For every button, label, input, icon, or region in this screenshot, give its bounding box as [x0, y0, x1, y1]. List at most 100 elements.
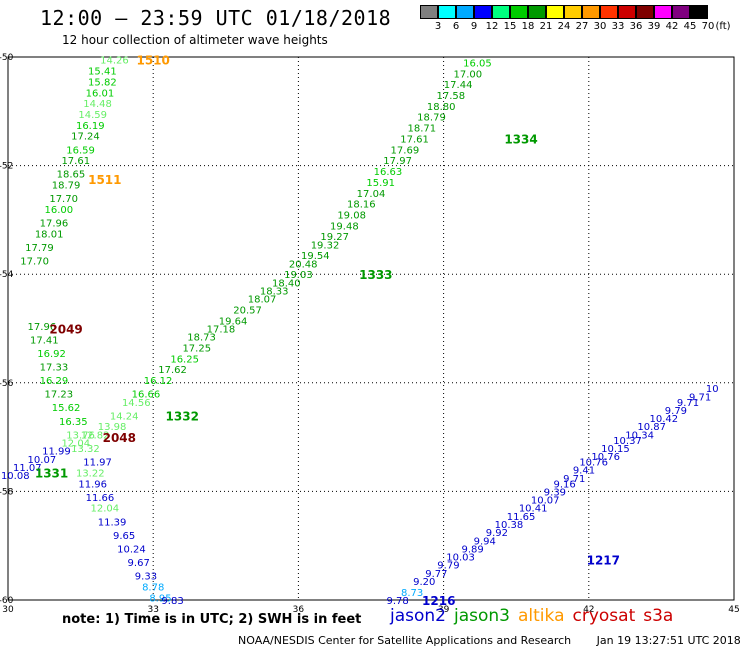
- wave-height-value: 11.96: [78, 479, 107, 490]
- mission-legend: jason2 jason3 altika cryosat s3a: [390, 606, 681, 626]
- wave-height-value: 15.82: [88, 77, 117, 88]
- wave-height-value: 17.96: [40, 219, 69, 230]
- wave-height-value: 19.48: [330, 221, 359, 232]
- wave-height-value: 11.97: [83, 458, 112, 469]
- legend-label: 6: [452, 21, 460, 32]
- wave-height-value: 17.62: [158, 365, 187, 376]
- wave-height-value: 17.33: [40, 363, 69, 374]
- wave-height-value: 11.99: [42, 447, 71, 458]
- wave-height-value: 16.25: [170, 354, 199, 365]
- legend-swatch: [438, 5, 456, 19]
- wave-height-value: 13.32: [71, 444, 100, 455]
- wave-height-value: 16.05: [463, 58, 492, 69]
- wave-height-value: 16.01: [86, 88, 115, 99]
- wave-height-value: 14.59: [78, 110, 107, 121]
- wave-height-value: 16.63: [374, 167, 403, 178]
- wave-height-value: 15.62: [52, 403, 81, 414]
- wave-height-value: 13.76: [66, 430, 95, 441]
- y-tick-label: -60: [0, 596, 14, 606]
- wave-height-value: 17.00: [453, 69, 482, 80]
- wave-height-value: 20.48: [289, 259, 318, 270]
- wave-height-value: 9.78: [386, 596, 408, 607]
- wave-height-value: 18.16: [347, 200, 376, 211]
- wave-height-value: 9.65: [113, 531, 135, 542]
- legend-swatch: [546, 5, 564, 19]
- legend-swatch: [510, 5, 528, 19]
- time-label: 1334: [504, 132, 537, 146]
- time-label: 2049: [49, 323, 82, 337]
- wave-height-value: 9.77: [425, 569, 447, 580]
- wave-height-value: 16.66: [132, 390, 161, 401]
- wave-height-value: 9.67: [128, 558, 150, 569]
- x-tick-label: 36: [293, 605, 305, 615]
- legend-label: 42: [665, 21, 679, 32]
- wave-height-value: 8.95: [149, 593, 171, 604]
- legend-swatch: [492, 5, 510, 19]
- wave-height-value: 16.59: [66, 145, 95, 156]
- x-tick-label: 30: [2, 605, 14, 615]
- wave-height-value: 9.71: [563, 474, 585, 485]
- wave-height-value: 19.27: [320, 232, 349, 243]
- legend-label: 3: [434, 21, 442, 32]
- legend-swatch: [618, 5, 636, 19]
- wave-height-value: 9.41: [573, 466, 595, 477]
- chart-subtitle: 12 hour collection of altimeter wave hei…: [62, 33, 328, 47]
- wave-height-value: 17.61: [61, 156, 90, 167]
- wave-height-value: 19.08: [337, 210, 366, 221]
- legend-label: 39: [647, 21, 661, 32]
- legend-swatch: [564, 5, 582, 19]
- wave-height-value: 10.76: [591, 452, 620, 463]
- wave-height-value: 10.34: [625, 430, 654, 441]
- wave-height-value: 17.58: [437, 91, 466, 102]
- legend-swatch: [690, 5, 708, 19]
- wave-height-value: 17.18: [207, 325, 236, 336]
- wave-height-value: 19.64: [219, 316, 248, 327]
- wave-height-value: 10: [706, 384, 719, 395]
- wave-height-value: 16.35: [59, 417, 88, 428]
- wave-height-value: 10.76: [579, 458, 608, 469]
- mission-jason3: jason3: [454, 606, 510, 626]
- wave-height-value: 15.41: [88, 67, 117, 78]
- wave-height-value: 17.79: [25, 243, 54, 254]
- wave-height-value: 19.03: [284, 270, 313, 281]
- wave-height-value: 18.01: [35, 229, 64, 240]
- wave-height-value: 18.79: [417, 113, 446, 124]
- wave-height-value: 9.33: [135, 572, 157, 583]
- wave-height-value: 17.04: [357, 189, 386, 200]
- plot-frame: [7, 56, 735, 601]
- wave-height-value: 17.41: [30, 335, 59, 346]
- time-label: 1331: [35, 466, 68, 480]
- wave-height-value: 10.15: [601, 444, 630, 455]
- wave-height-value: 9.20: [413, 577, 435, 588]
- wave-height-value: 18.71: [407, 124, 436, 135]
- wave-height-value: 17.44: [444, 80, 473, 91]
- wave-height-value: 10.24: [117, 544, 146, 555]
- wave-height-value: 18.40: [272, 278, 301, 289]
- wave-height-value: 9.71: [677, 398, 699, 409]
- wave-height-value: 19.32: [311, 240, 340, 251]
- wave-height-value: 9.79: [437, 561, 459, 572]
- time-label: 1511: [88, 173, 121, 187]
- legend-swatch: [672, 5, 690, 19]
- wave-height-value: 10.42: [649, 414, 678, 425]
- y-tick-label: -52: [0, 162, 13, 172]
- time-label: 2048: [103, 431, 136, 445]
- wave-height-value: 9.71: [689, 392, 711, 403]
- wave-height-value: 18.07: [248, 295, 277, 306]
- wave-height-value: 10.37: [613, 436, 642, 447]
- footer-timestamp: Jan 19 13:27:51 UTC 2018: [596, 634, 740, 647]
- x-tick-label: 42: [583, 605, 594, 615]
- wave-height-value: 9.79: [665, 406, 687, 417]
- wave-height-value: 12.04: [90, 504, 119, 515]
- legend-label: 15: [503, 21, 517, 32]
- chart-title: 12:00 — 23:59 UTC 01/18/2018: [40, 6, 392, 30]
- wave-height-value: 10.41: [519, 504, 548, 515]
- legend-label: 12: [485, 21, 499, 32]
- legend-swatch: [636, 5, 654, 19]
- legend-label: (ft): [715, 21, 731, 32]
- wave-height-value: 14.48: [83, 99, 112, 110]
- wave-height-value: 10.07: [28, 455, 57, 466]
- time-label: 1332: [166, 409, 199, 423]
- wave-height-value: 17.69: [391, 145, 420, 156]
- wave-height-value: 10.03: [446, 553, 475, 564]
